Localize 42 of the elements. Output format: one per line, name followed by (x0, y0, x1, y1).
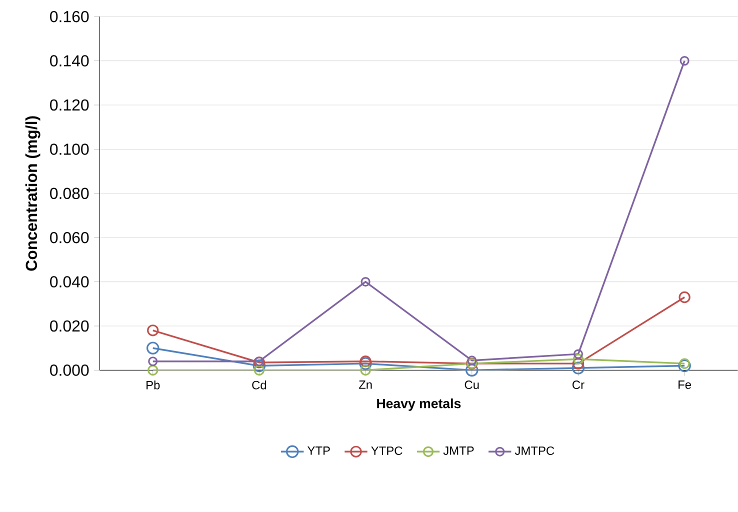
point (147, 324, 159, 336)
x-tick-label: Zn (358, 380, 372, 389)
point (573, 349, 584, 359)
point (253, 356, 266, 368)
point (254, 364, 265, 376)
point (148, 364, 158, 376)
legend-label: YTP (308, 446, 330, 455)
y-tick-label: 0.000 (50, 364, 89, 376)
point (360, 355, 372, 368)
point (572, 361, 585, 374)
point (572, 354, 584, 364)
x-tick-label: Cu (464, 380, 479, 389)
point (360, 276, 370, 286)
point (360, 364, 371, 376)
y-tick-label: 0.080 (50, 188, 89, 199)
point (572, 358, 584, 370)
point (466, 364, 478, 376)
legend-label: JMTPC (514, 446, 554, 455)
legend-label: YTPC (371, 446, 402, 455)
y-tick-label: 0.020 (50, 320, 89, 332)
y-tick-label: 0.060 (50, 232, 89, 244)
x-tick-label: Cd (252, 380, 266, 390)
point (252, 359, 266, 372)
y-tick-label: 0.040 (50, 276, 89, 288)
point (680, 56, 690, 66)
point (679, 358, 690, 369)
point (359, 356, 372, 370)
y-tick-label: 0.100 (50, 143, 89, 155)
x-axis-title: Heavy metals (377, 398, 461, 411)
y-tick-label: 0.120 (50, 99, 89, 110)
y-tick-label: 0.140 (50, 54, 89, 66)
point (467, 355, 477, 366)
legend-label: JMTP (443, 446, 474, 455)
point (148, 356, 158, 366)
point (678, 291, 690, 303)
x-tick-label: Fe (678, 380, 692, 389)
point (678, 359, 691, 372)
y-tick-label: 0.160 (50, 10, 89, 22)
y-axis-title: Concentration (mg/l) (25, 116, 40, 271)
x-tick-label: Pb (146, 380, 160, 390)
x-tick-label: Cr (572, 380, 584, 389)
point (146, 342, 160, 354)
